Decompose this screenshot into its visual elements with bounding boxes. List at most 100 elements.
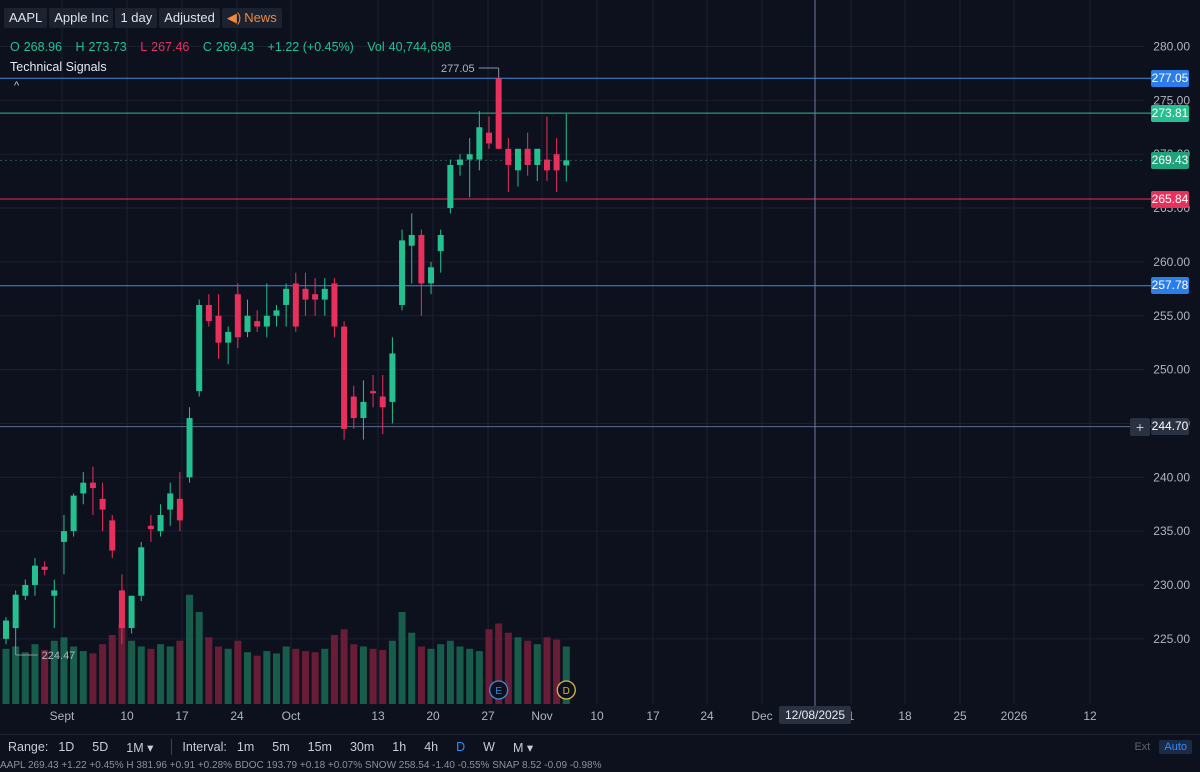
- candles: [3, 78, 570, 645]
- candle-body: [514, 148, 521, 171]
- x-tick-label: 10: [120, 709, 134, 723]
- event-marker-label: E: [495, 686, 502, 697]
- volume-bar: [282, 646, 290, 704]
- candle-body: [486, 132, 492, 144]
- volume-bar: [553, 639, 561, 704]
- interval-30m[interactable]: 30m: [349, 740, 375, 754]
- candle-body: [12, 594, 19, 629]
- low-key: L: [140, 40, 148, 54]
- candle-body: [205, 304, 212, 322]
- volume-bar: [524, 640, 532, 704]
- volume-bar: [41, 649, 49, 704]
- volume-bar: [514, 637, 522, 704]
- volume-bar: [321, 648, 329, 704]
- volume-bar: [166, 646, 174, 704]
- x-axis: Sept 10 17 24 Oct 13 20 27 Nov 10 17 24 1 18 25 2026 12 D…: [50, 709, 1097, 723]
- candle-body: [186, 418, 193, 478]
- price-chart[interactable]: 225.00230.00235.00240.00245.00250.00255.…: [0, 0, 1200, 734]
- close-value: 269.43: [215, 40, 255, 54]
- event-marker: [489, 680, 509, 700]
- price-label: 257.78: [1151, 277, 1189, 295]
- candle-body: [466, 154, 473, 160]
- volume-bar: [21, 652, 29, 704]
- interval-1m[interactable]: 1m: [236, 740, 255, 754]
- x-tick-label: 1: [848, 709, 855, 723]
- volume-bar: [475, 651, 483, 704]
- candle-body: [196, 304, 203, 392]
- volume-bar: [437, 644, 445, 704]
- adjusted-chip[interactable]: Adjusted: [159, 8, 220, 28]
- ohlc-readout: O 268.96 H 273.73 L 267.46 C 269.43 +1.22 (+…: [10, 40, 461, 54]
- company-name: Apple Inc: [49, 8, 114, 28]
- volume-bar: [157, 644, 165, 704]
- range-5d[interactable]: 5D: [92, 740, 109, 754]
- ext-toggle[interactable]: Ext: [1134, 741, 1151, 753]
- interval-d[interactable]: D: [456, 740, 466, 754]
- candle-body: [254, 321, 261, 327]
- candle-body: [3, 620, 9, 639]
- candle-body: [22, 585, 29, 596]
- price-label: 265.84: [1151, 190, 1189, 208]
- x-tick-label: 2026: [1001, 709, 1028, 723]
- candle-body: [215, 315, 222, 343]
- interval-15m[interactable]: 15m: [307, 740, 332, 754]
- open-key: O: [10, 40, 20, 54]
- volume-bar: [215, 646, 223, 704]
- news-button[interactable]: ◀) News: [221, 8, 282, 28]
- candle-body: [350, 396, 357, 419]
- y-tick-label: 240.00: [1153, 470, 1190, 484]
- auto-scale-toggle[interactable]: Auto: [1159, 740, 1192, 754]
- price-label: 269.43: [1151, 151, 1189, 169]
- candle-body: [563, 160, 570, 166]
- event-marker-label: D: [563, 686, 570, 697]
- volume-bar: [108, 635, 116, 704]
- interval-label: Interval:: [182, 740, 227, 754]
- candle-body: [543, 159, 550, 171]
- add-alert-plus-icon[interactable]: +: [1130, 417, 1150, 436]
- chart-header: AAPL Apple Inc 1 day Adjusted ◀) News: [4, 8, 282, 28]
- candle-body: [70, 495, 77, 532]
- x-tick-label: 27: [481, 709, 495, 723]
- volume-bar: [244, 652, 251, 704]
- change-value: +1.22 (+0.45%): [267, 40, 354, 54]
- candle-body: [447, 164, 454, 209]
- range-1d[interactable]: 1D: [58, 740, 75, 754]
- interval-w[interactable]: W: [483, 740, 495, 754]
- low-marker-label: 224.47: [42, 650, 76, 662]
- candle-body: [51, 590, 58, 596]
- candle-body: [292, 283, 299, 327]
- y-tick-label: 280.00: [1153, 40, 1190, 54]
- technical-signals-label[interactable]: Technical Signals: [10, 60, 107, 74]
- candle-body: [428, 267, 435, 284]
- candle-body: [524, 148, 531, 165]
- volume-bar: [263, 651, 271, 704]
- interval-chip[interactable]: 1 day: [115, 8, 158, 28]
- volume-bar: [408, 632, 416, 704]
- interval-m[interactable]: M ▾: [512, 740, 534, 755]
- volume-bar: [427, 648, 435, 704]
- collapse-caret-icon[interactable]: ^: [14, 80, 20, 92]
- volume-bar: [31, 644, 39, 704]
- candle-body: [505, 148, 512, 165]
- candle-body: [418, 234, 425, 284]
- y-tick-label: 235.00: [1153, 524, 1190, 538]
- volume-bar: [224, 648, 232, 704]
- high-marker-label: 277.05: [441, 63, 475, 75]
- x-tick-label: 12: [1083, 709, 1097, 723]
- speaker-icon: ◀): [226, 10, 242, 25]
- price-label: 277.05: [1151, 69, 1189, 87]
- volume-bar: [195, 612, 203, 704]
- volume-bar: [234, 640, 242, 704]
- x-tick-label: Sept: [50, 709, 75, 723]
- symbol-chip[interactable]: AAPL: [4, 8, 48, 28]
- volume-bar: [495, 623, 503, 704]
- interval-4h[interactable]: 4h: [424, 740, 439, 754]
- candle-body: [360, 401, 367, 419]
- candle-body: [99, 498, 106, 510]
- x-tick-label: 17: [175, 709, 189, 723]
- range-1m[interactable]: 1M ▾: [126, 740, 154, 755]
- interval-1h[interactable]: 1h: [392, 740, 407, 754]
- interval-5m[interactable]: 5m: [272, 740, 290, 754]
- y-tick-label: 255.00: [1153, 309, 1190, 323]
- candle-body: [341, 326, 348, 429]
